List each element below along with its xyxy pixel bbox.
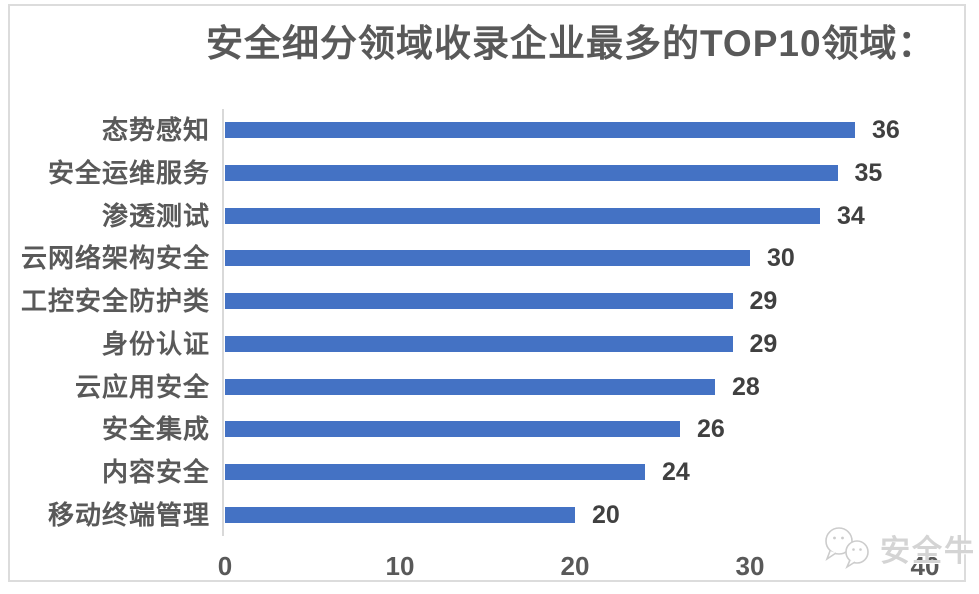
category-label: 身份认证 xyxy=(101,328,210,359)
value-label: 29 xyxy=(749,329,778,358)
value-label: 36 xyxy=(872,116,900,145)
chat-bubbles-icon xyxy=(825,527,869,570)
value-label: 30 xyxy=(767,244,795,273)
x-tick-label: 20 xyxy=(560,551,590,581)
watermark: 安全牛 xyxy=(821,526,976,570)
x-tick-label: 10 xyxy=(385,551,415,581)
x-tick-label: 40 xyxy=(910,551,940,581)
value-label: 29 xyxy=(749,287,778,316)
bar xyxy=(225,335,733,352)
bar xyxy=(225,463,645,480)
value-label: 20 xyxy=(592,500,620,529)
x-tick-label: 30 xyxy=(735,551,765,581)
bar xyxy=(225,250,750,267)
category-label: 云应用安全 xyxy=(74,371,210,402)
category-label: 安全运维服务 xyxy=(47,158,210,189)
category-label: 安全集成 xyxy=(101,414,210,445)
value-label: 28 xyxy=(732,372,760,401)
watermark-text: 安全牛 xyxy=(880,535,976,568)
category-label: 态势感知 xyxy=(101,115,210,146)
bar xyxy=(225,378,715,395)
category-label: 工控安全防护类 xyxy=(20,286,210,317)
category-label: 云网络架构安全 xyxy=(20,243,210,274)
value-label: 24 xyxy=(662,457,690,486)
bar xyxy=(225,293,733,310)
x-tick-label: 0 xyxy=(217,551,233,581)
y-axis-line xyxy=(222,109,224,536)
bar xyxy=(225,506,575,523)
bar xyxy=(225,207,820,224)
bar xyxy=(225,165,838,182)
chart-title: 安全细分领域收录企业最多的TOP10领域： xyxy=(206,23,936,64)
value-label: 26 xyxy=(697,415,725,444)
value-label: 35 xyxy=(854,159,883,188)
bar xyxy=(225,421,680,438)
value-label: 34 xyxy=(837,201,865,230)
category-label: 渗透测试 xyxy=(101,200,210,231)
chart-frame xyxy=(8,4,966,582)
category-label: 移动终端管理 xyxy=(47,499,210,530)
category-label: 内容安全 xyxy=(101,456,210,487)
bar xyxy=(225,122,855,139)
